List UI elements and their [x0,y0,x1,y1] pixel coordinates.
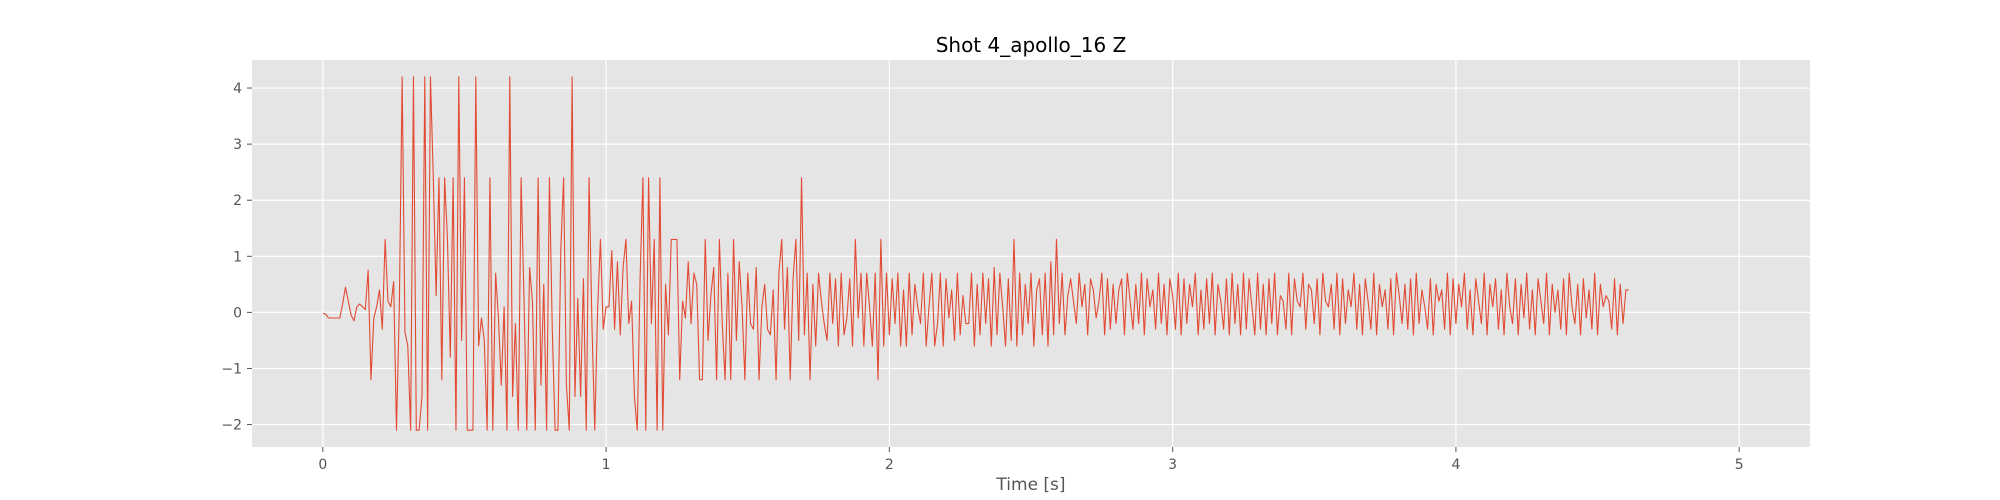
x-tick-label: 3 [1168,457,1177,473]
x-tick-label: 2 [885,457,894,473]
y-tick-label: 3 [233,137,242,153]
y-tick-label: −1 [221,361,242,377]
x-tick-label: 0 [318,457,327,473]
y-tick-label: −2 [221,418,242,434]
axis-ticks: 0 1 2 3 4 5 −2 −1 0 1 2 3 4 [221,81,1743,473]
y-tick-label: 4 [233,81,242,97]
chart-title: Shot 4_apollo_16 Z [936,33,1127,57]
y-tick-label: 0 [233,305,242,321]
x-tick-label: 4 [1451,457,1460,473]
y-tick-label: 1 [233,249,242,265]
x-axis-label: Time [s] [995,475,1065,495]
x-tick-label: 1 [602,457,611,473]
series-line [322,76,1629,431]
y-tick-label: 2 [233,193,242,209]
x-tick-label: 5 [1735,457,1744,473]
